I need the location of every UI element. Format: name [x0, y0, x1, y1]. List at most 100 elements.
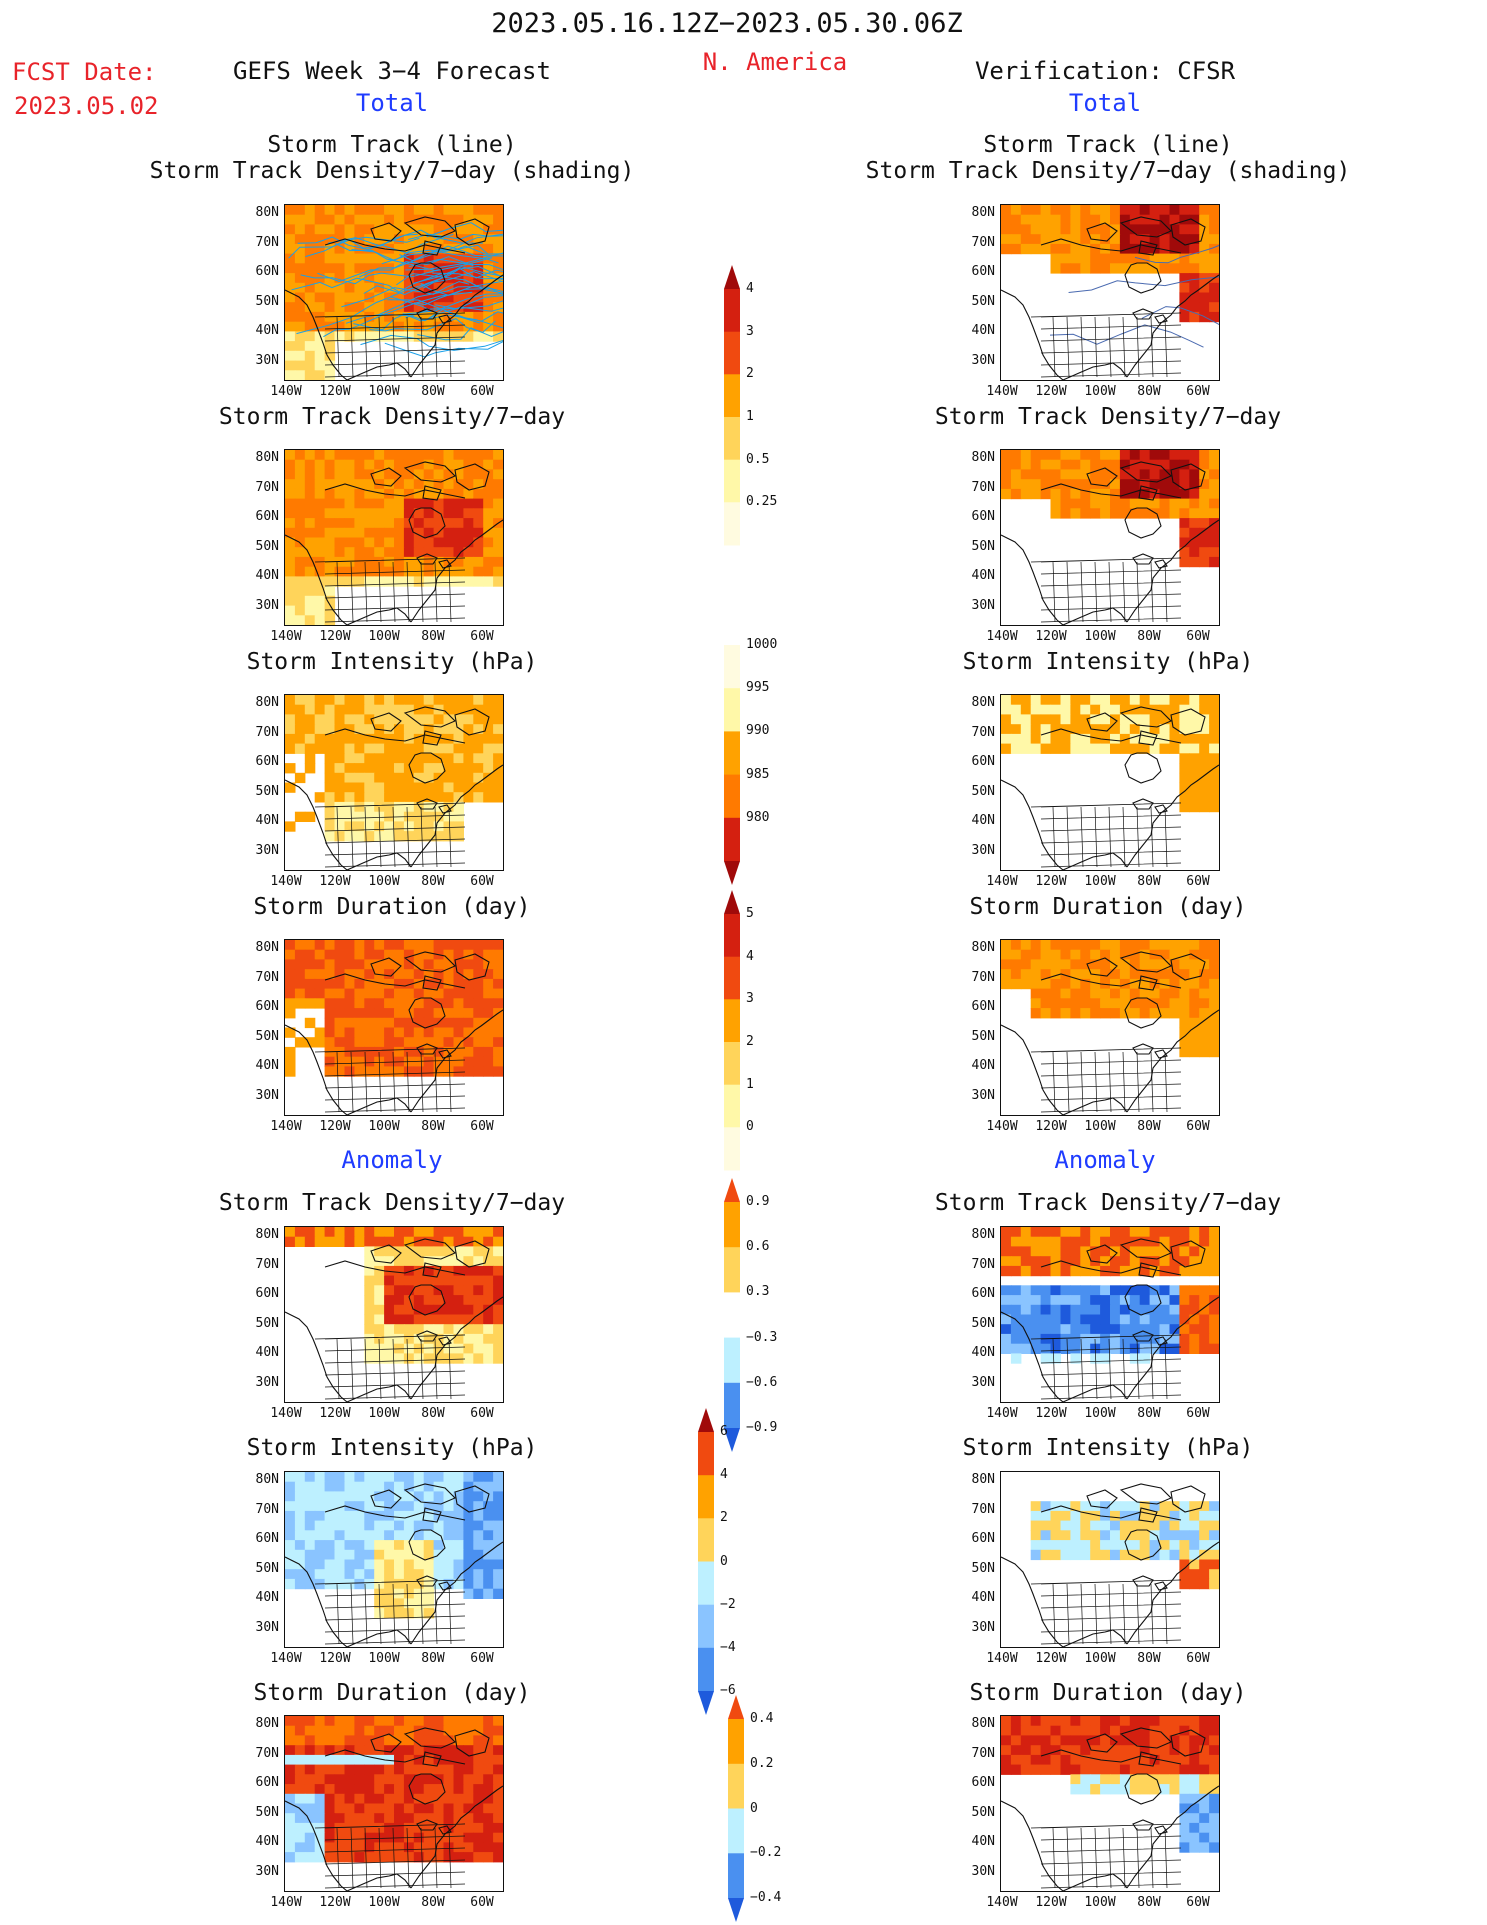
colorbar-segment [724, 1247, 740, 1293]
shaded-cell [453, 1501, 464, 1512]
shaded-cell [1189, 998, 1200, 1009]
shaded-cell [1030, 1285, 1042, 1296]
shaded-cell [1199, 1501, 1210, 1512]
shaded-cell [344, 1559, 355, 1570]
shaded-cell [493, 527, 503, 539]
shaded-cell [1179, 1314, 1190, 1325]
shaded-cell [294, 595, 306, 607]
shaded-cell [285, 940, 296, 951]
shaded-cell [433, 1285, 445, 1296]
shaded-cell [1010, 1324, 1022, 1335]
shaded-cell [1119, 1246, 1131, 1257]
shaded-cell [1010, 714, 1022, 725]
shaded-cell [1159, 450, 1170, 461]
shaded-cell [1080, 1754, 1091, 1766]
shaded-cell [1209, 772, 1219, 784]
lat-tick-label: 50N [255, 783, 279, 799]
shaded-cell [334, 801, 345, 813]
shaded-cell [334, 782, 345, 793]
shaded-cell [294, 988, 306, 999]
shaded-cell [285, 1472, 296, 1483]
shaded-cell [1209, 1017, 1219, 1029]
shaded-cell [413, 733, 425, 745]
shaded-cell [1169, 1256, 1180, 1267]
shaded-cell [1149, 1530, 1161, 1541]
shaded-cell [1129, 253, 1141, 264]
shaded-cell [433, 1056, 445, 1067]
shaded-cell [1060, 1510, 1071, 1522]
shaded-cell [1100, 214, 1111, 225]
shaded-cell [1070, 214, 1081, 225]
shaded-cell [413, 1764, 425, 1775]
shaded-cell [364, 1046, 375, 1058]
shaded-cell [354, 527, 365, 539]
shaded-cell [443, 1353, 454, 1364]
shaded-cell [433, 282, 445, 294]
shaded-cell [443, 1764, 454, 1775]
shaded-cell [473, 1822, 484, 1834]
shaded-cell [463, 1501, 474, 1512]
shaded-cell [403, 273, 415, 284]
shaded-cell [1119, 224, 1131, 235]
shaded-cell [1020, 1314, 1032, 1325]
shaded-cell [1179, 537, 1190, 548]
shaded-cell [1189, 1017, 1200, 1029]
shaded-cell [334, 450, 345, 461]
shaded-cell [1159, 695, 1170, 706]
shaded-cell [1010, 1716, 1022, 1727]
shaded-cell [493, 1265, 503, 1277]
shaded-cell [403, 821, 415, 832]
lat-tick-label: 80N [255, 1472, 279, 1487]
shaded-cell [344, 1540, 355, 1551]
shaded-cell [314, 302, 326, 313]
shaded-cell [1199, 801, 1210, 813]
shaded-cell [1001, 488, 1012, 500]
shaded-cell [1030, 733, 1042, 745]
lat-tick-label: 60N [971, 1775, 995, 1790]
shaded-cell [423, 1027, 435, 1038]
shaded-cell [344, 1774, 355, 1785]
shaded-cell [403, 1046, 415, 1058]
shaded-cell [384, 1472, 395, 1483]
shaded-cell [285, 733, 296, 745]
colorbar-tick-label: 1 [746, 1076, 754, 1092]
shaded-cell [1110, 1265, 1121, 1277]
shaded-cell [364, 459, 375, 470]
shaded-cell [364, 1324, 375, 1335]
shaded-cell [423, 518, 435, 529]
shaded-cell [1189, 714, 1200, 725]
shaded-cell [304, 1725, 316, 1736]
shaded-cell [1020, 733, 1032, 745]
shaded-cell [334, 479, 345, 490]
shaded-cell [453, 1530, 464, 1541]
shaded-cell [443, 1256, 454, 1267]
shaded-cell [463, 1333, 474, 1345]
storm-track-line [1068, 276, 1219, 293]
shaded-cell [324, 1501, 336, 1512]
shaded-cell [384, 224, 395, 235]
shaded-cell [403, 1304, 415, 1316]
shaded-cell [1139, 959, 1151, 970]
shaded-cell [443, 763, 454, 774]
shaded-cell [294, 1784, 306, 1795]
shaded-cell [1090, 243, 1101, 255]
shaded-cell [493, 988, 503, 999]
shaded-cell [1090, 1549, 1101, 1561]
lon-tick-label: 120W [1035, 1651, 1067, 1666]
shaded-cell [493, 1764, 503, 1775]
shaded-cell [413, 1037, 425, 1048]
shaded-cell [1060, 695, 1071, 706]
shaded-cell [1129, 488, 1141, 500]
shaded-cell [493, 263, 503, 274]
lat-tick-label: 70N [255, 479, 279, 495]
shaded-cell [443, 1754, 454, 1766]
shaded-cell [1110, 1324, 1121, 1335]
shaded-cell [1169, 1510, 1180, 1522]
shaded-cell [1119, 1324, 1131, 1335]
shaded-cell [1070, 224, 1081, 235]
colorbar-tick-label: 1 [746, 409, 754, 424]
shaded-cell [1139, 214, 1151, 225]
shaded-cell [1189, 243, 1200, 255]
shaded-cell [483, 1066, 494, 1077]
shaded-cell [334, 1227, 345, 1238]
